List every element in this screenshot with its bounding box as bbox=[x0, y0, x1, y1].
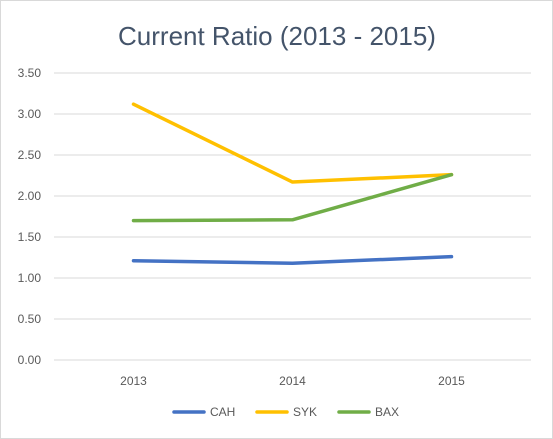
y-tick-label: 3.50 bbox=[18, 66, 42, 80]
legend-label-bax: BAX bbox=[375, 405, 399, 419]
y-tick-label: 0.00 bbox=[18, 353, 42, 367]
legend-label-cah: CAH bbox=[210, 405, 235, 419]
y-tick-label: 2.50 bbox=[18, 148, 42, 162]
legend-label-syk: SYK bbox=[293, 405, 317, 419]
x-tick-label: 2014 bbox=[279, 374, 306, 388]
gridlines bbox=[54, 72, 531, 361]
x-axis-ticks: 2013 2014 2015 bbox=[120, 374, 465, 388]
y-tick-label: 1.50 bbox=[18, 230, 42, 244]
series-lines bbox=[131, 102, 454, 265]
y-tick-label: 3.00 bbox=[18, 107, 42, 121]
x-tick-label: 2015 bbox=[438, 374, 465, 388]
series-line-cah bbox=[131, 254, 454, 265]
series-line-syk bbox=[131, 102, 454, 184]
legend: CAH SYK BAX bbox=[172, 405, 399, 419]
y-tick-label: 1.00 bbox=[18, 271, 42, 285]
x-tick-label: 2013 bbox=[120, 374, 147, 388]
y-tick-label: 0.50 bbox=[18, 312, 42, 326]
chart-title: Current Ratio (2013 - 2015) bbox=[118, 21, 436, 51]
y-axis-ticks: 0.00 0.50 1.00 1.50 2.00 2.50 3.00 3.50 bbox=[18, 66, 42, 367]
y-tick-label: 2.00 bbox=[18, 189, 42, 203]
